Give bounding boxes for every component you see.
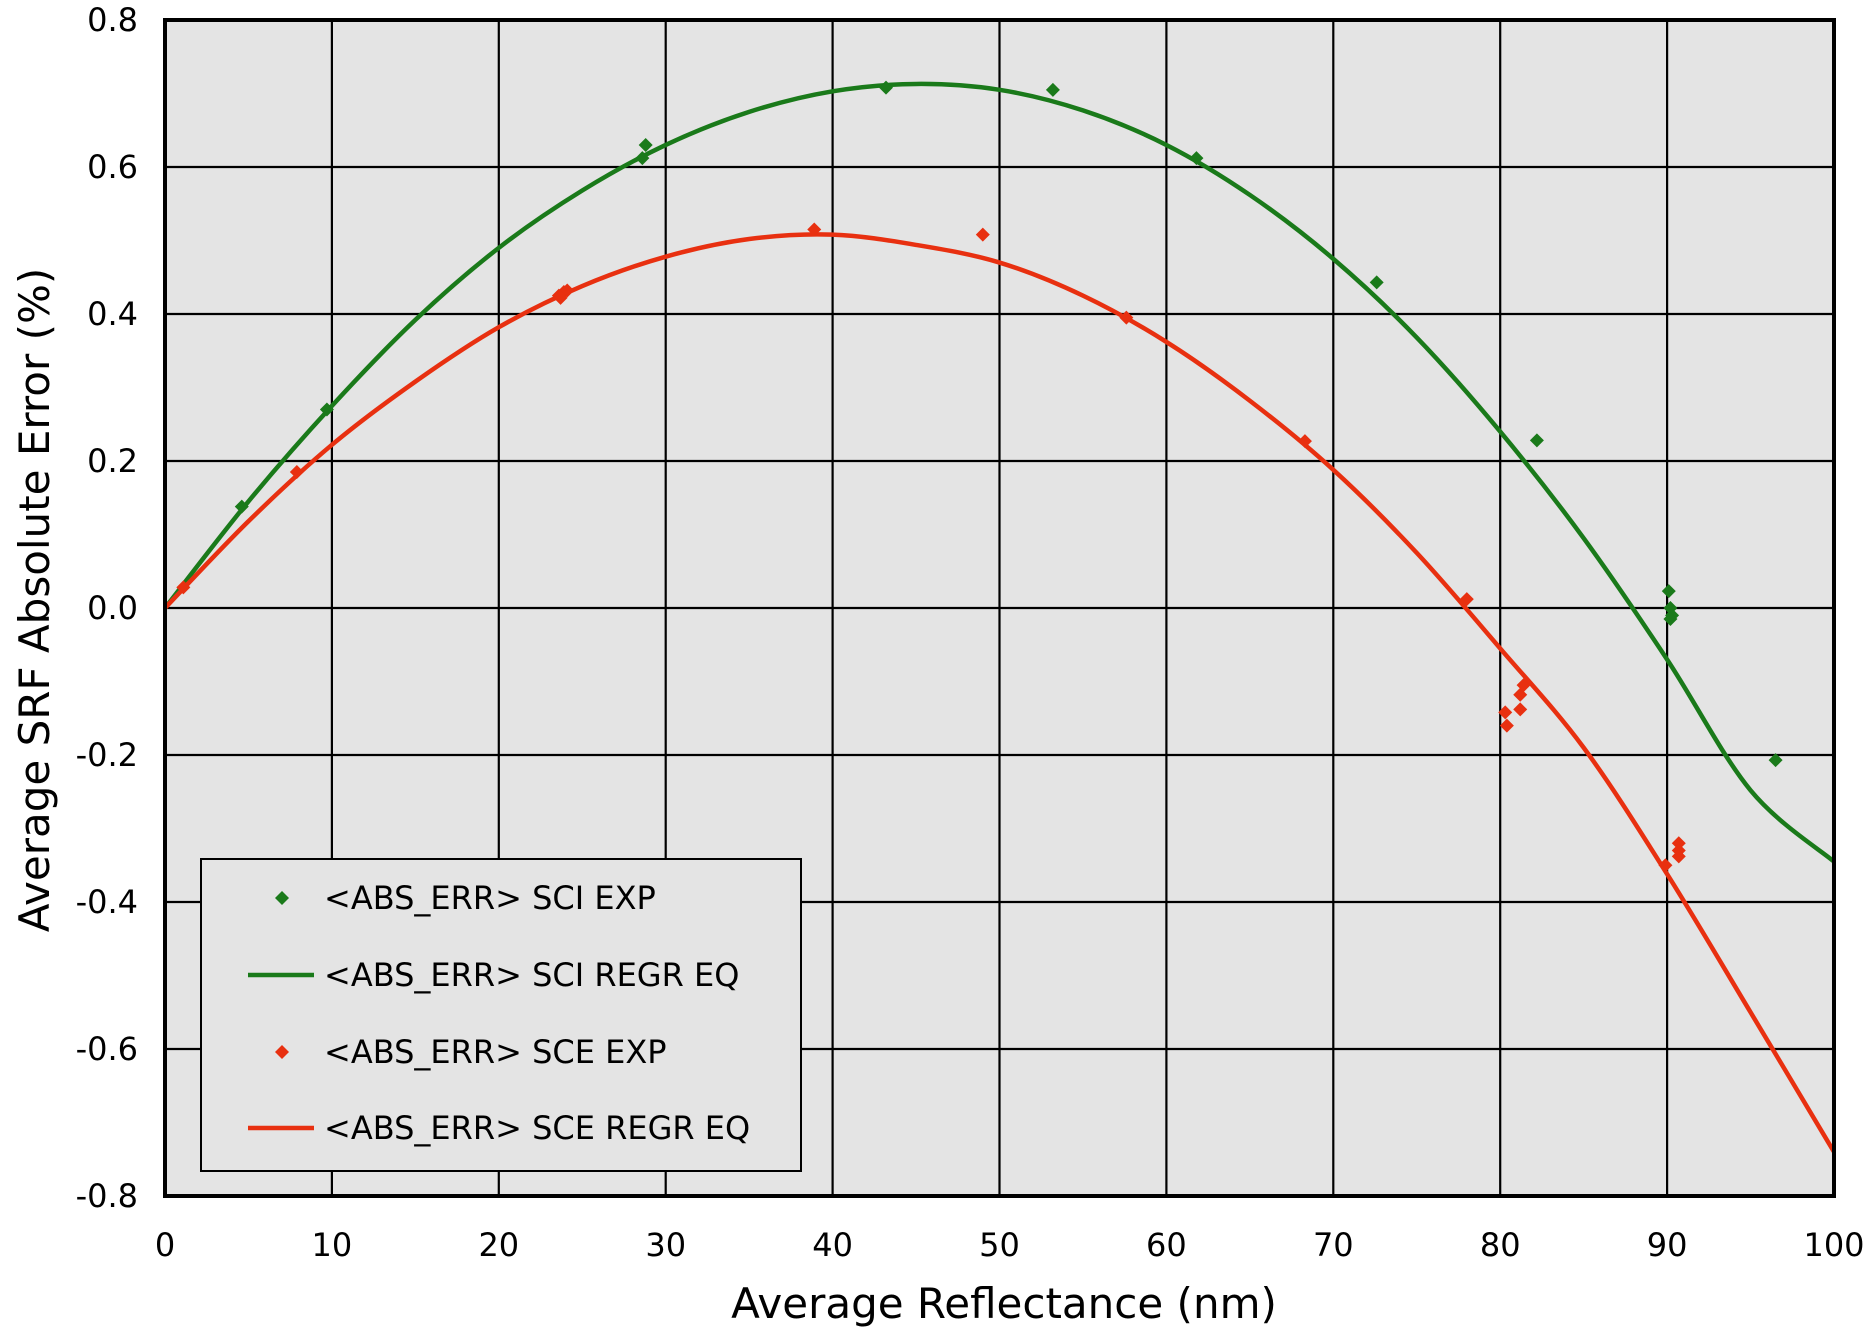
legend-label-1: <ABS_ERR> SCI REGR EQ bbox=[324, 956, 739, 994]
data-point-s0-6 bbox=[1189, 151, 1204, 166]
data-point-s2-14 bbox=[1513, 702, 1528, 717]
y-tick-labels: 0.8 0.6 0.4 0.2 0.0 -0.2 -0.4 -0.6 -0.8 bbox=[76, 1, 138, 1215]
data-point-s2-8 bbox=[1119, 310, 1134, 325]
data-point-s0-5 bbox=[1045, 82, 1060, 97]
data-point-s2-12 bbox=[1499, 718, 1514, 733]
data-point-s2-15 bbox=[1516, 678, 1531, 693]
legend-marker-0 bbox=[275, 891, 289, 905]
x-tick-label-9: 90 bbox=[1647, 1226, 1688, 1264]
data-point-s0-7 bbox=[1369, 275, 1384, 290]
data-point-s2-19 bbox=[1671, 849, 1686, 864]
data-point-s2-7 bbox=[975, 227, 990, 242]
legend: <ABS_ERR> SCI EXP <ABS_ERR> SCI REGR EQ <A… bbox=[200, 858, 802, 1172]
data-point-s2-6 bbox=[807, 222, 822, 237]
x-tick-label-2: 20 bbox=[478, 1226, 519, 1264]
legend-label-2: <ABS_ERR> SCE EXP bbox=[324, 1033, 667, 1071]
y-tick-label-7: -0.6 bbox=[76, 1030, 138, 1068]
x-tick-label-7: 70 bbox=[1313, 1226, 1354, 1264]
y-tick-label-1: 0.6 bbox=[87, 148, 138, 186]
plot-frame bbox=[163, 18, 1836, 1198]
data-point-s0-13 bbox=[1768, 753, 1783, 768]
x-tick-label-5: 50 bbox=[979, 1226, 1020, 1264]
data-point-s2-0 bbox=[176, 580, 191, 595]
data-point-s2-17 bbox=[1671, 836, 1686, 851]
y-tick-label-0: 0.8 bbox=[87, 1, 138, 39]
y-tick-label-8: -0.8 bbox=[76, 1177, 138, 1215]
legend-box bbox=[200, 858, 802, 1172]
data-point-s2-5 bbox=[553, 290, 568, 305]
data-point-s0-12 bbox=[1663, 612, 1678, 627]
data-point-s0-1 bbox=[319, 402, 334, 417]
y-tick-label-2: 0.4 bbox=[87, 295, 138, 333]
y-tick-label-4: 0.0 bbox=[87, 589, 138, 627]
data-point-s2-9 bbox=[1297, 434, 1312, 449]
data-point-s0-2 bbox=[635, 151, 650, 166]
data-point-s0-0 bbox=[234, 499, 249, 514]
data-point-s2-10 bbox=[1459, 592, 1474, 607]
data-point-s0-9 bbox=[1661, 584, 1676, 599]
y-tick-label-6: -0.4 bbox=[76, 883, 138, 921]
x-tick-label-10: 100 bbox=[1803, 1226, 1864, 1264]
legend-label-3: <ABS_ERR> SCE REGR EQ bbox=[324, 1109, 750, 1147]
data-point-s2-16 bbox=[1658, 858, 1673, 873]
y-axis-title: Average SRF Absolute Error (%) bbox=[10, 268, 59, 933]
x-tick-label-3: 30 bbox=[645, 1226, 686, 1264]
y-tick-label-5: -0.2 bbox=[76, 736, 138, 774]
legend-items: <ABS_ERR> SCI EXP <ABS_ERR> SCI REGR EQ <A… bbox=[248, 879, 750, 1147]
x-tick-label-4: 40 bbox=[812, 1226, 853, 1264]
data-point-s2-1 bbox=[289, 465, 304, 480]
series-line-1 bbox=[165, 81, 1834, 864]
data-point-s0-8 bbox=[1529, 433, 1544, 448]
legend-marker-2 bbox=[275, 1045, 289, 1059]
series-layer bbox=[165, 80, 1834, 1154]
x-tick-labels: 0 10 20 30 40 50 60 70 80 90 100 bbox=[155, 1226, 1865, 1264]
data-point-s2-4 bbox=[560, 283, 575, 298]
x-tick-label-1: 10 bbox=[312, 1226, 353, 1264]
x-tick-label-8: 80 bbox=[1480, 1226, 1521, 1264]
legend-label-0: <ABS_ERR> SCI EXP bbox=[324, 879, 656, 917]
data-point-s2-11 bbox=[1498, 705, 1513, 720]
data-point-s0-3 bbox=[638, 137, 653, 152]
x-tick-label-6: 60 bbox=[1146, 1226, 1187, 1264]
series-line-3 bbox=[165, 232, 1834, 1154]
x-tick-label-0: 0 bbox=[155, 1226, 175, 1264]
data-point-s0-4 bbox=[879, 80, 894, 95]
y-tick-label-3: 0.2 bbox=[87, 442, 138, 480]
x-axis-title: Average Reflectance (nm) bbox=[731, 1279, 1277, 1328]
